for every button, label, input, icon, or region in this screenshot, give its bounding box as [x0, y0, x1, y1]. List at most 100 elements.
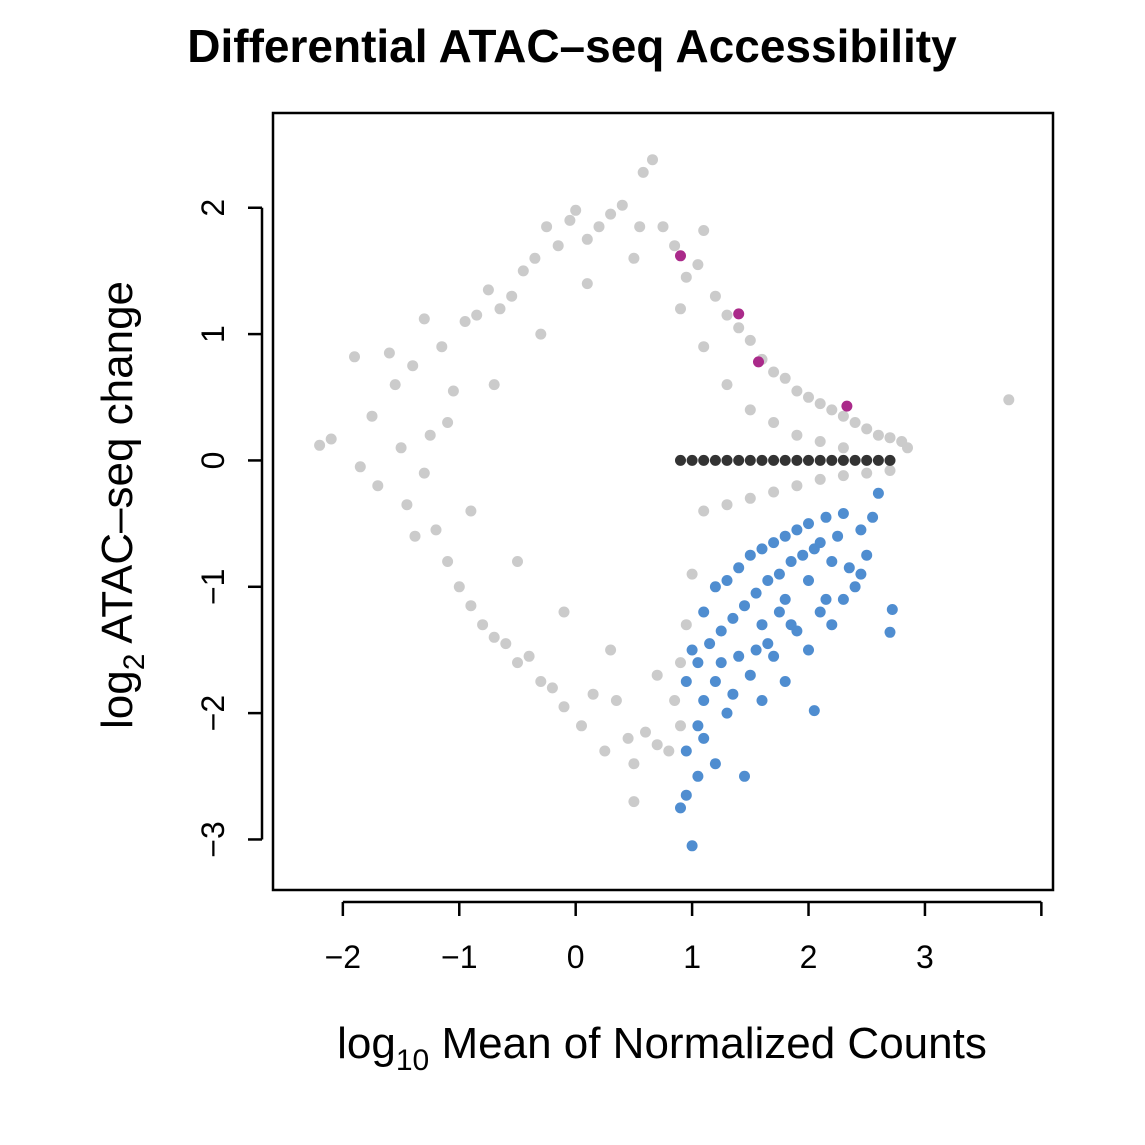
data-point	[657, 221, 669, 233]
data-point	[605, 208, 617, 220]
data-point	[669, 695, 681, 706]
x-tick-label: 2	[800, 939, 818, 975]
data-point	[820, 511, 832, 523]
data-point	[709, 290, 721, 302]
data-point	[837, 508, 849, 519]
data-point	[721, 575, 733, 586]
data-point	[692, 657, 704, 669]
data-point	[680, 619, 692, 631]
data-point	[581, 278, 593, 290]
data-point	[744, 549, 756, 561]
y-tick-label: −3	[195, 821, 231, 857]
data-point	[750, 644, 762, 656]
data-point	[884, 626, 896, 638]
data-point	[576, 720, 587, 732]
data-point	[727, 612, 739, 624]
data-point	[715, 657, 727, 669]
data-point	[820, 593, 832, 605]
data-point	[593, 221, 605, 233]
data-point	[680, 745, 692, 757]
data-point	[698, 454, 710, 466]
data-point	[791, 385, 803, 397]
data-point	[430, 524, 442, 536]
data-point	[756, 695, 768, 706]
data-point	[808, 705, 820, 717]
data-point	[762, 638, 774, 650]
data-point	[785, 619, 797, 631]
data-point	[680, 789, 692, 801]
data-point	[832, 530, 844, 542]
data-point	[814, 454, 826, 466]
data-point	[884, 432, 896, 444]
data-point	[651, 739, 663, 751]
data-point	[843, 562, 855, 574]
data-point	[733, 322, 745, 334]
data-point	[721, 499, 733, 511]
data-point	[314, 439, 326, 451]
data-point	[837, 442, 849, 454]
data-point	[803, 644, 814, 656]
y-tick-label: 1	[195, 325, 231, 343]
data-point	[837, 410, 849, 422]
data-point	[488, 631, 500, 643]
data-point	[803, 575, 814, 586]
data-point	[698, 606, 710, 618]
data-point	[698, 225, 710, 236]
data-point	[686, 568, 698, 580]
data-point	[733, 308, 745, 320]
data-point	[867, 511, 879, 523]
data-point	[849, 417, 861, 428]
data-point	[471, 309, 483, 321]
data-point	[861, 467, 873, 479]
data-point	[791, 524, 803, 536]
data-point	[535, 328, 547, 340]
data-point	[1003, 394, 1015, 406]
data-point	[535, 676, 547, 687]
x-tick-label: 1	[683, 939, 701, 975]
data-point	[750, 587, 762, 599]
data-point	[785, 556, 797, 567]
data-point	[861, 549, 873, 561]
data-point	[675, 720, 686, 732]
data-point	[651, 669, 663, 681]
data-point	[768, 366, 780, 378]
x-axis-label-prefix: log	[337, 1019, 396, 1068]
data-point	[779, 676, 791, 687]
data-point	[841, 400, 853, 412]
data-point	[727, 688, 739, 700]
y-axis-label-subscript: 2	[118, 654, 151, 671]
x-axis-label-subscript: 10	[396, 1044, 429, 1077]
x-axis-label-text: Mean of Normalized Counts	[429, 1019, 987, 1068]
data-point	[354, 461, 366, 473]
data-point	[837, 470, 849, 482]
data-point	[587, 688, 599, 700]
x-axis-label: log10 Mean of Normalized Counts	[337, 1019, 987, 1077]
data-point	[803, 518, 814, 530]
data-point	[797, 549, 809, 561]
data-point	[791, 480, 803, 492]
data-point	[637, 166, 649, 178]
data-point	[721, 309, 733, 321]
data-point	[675, 250, 686, 262]
plot-frame	[271, 111, 1055, 892]
data-point	[779, 530, 791, 542]
data-point	[512, 556, 523, 567]
data-point	[756, 454, 768, 466]
data-point	[523, 650, 535, 662]
y-axis-label-prefix: log	[93, 670, 142, 729]
data-point	[581, 233, 593, 245]
data-point	[558, 701, 570, 713]
data-point	[692, 720, 704, 732]
data-point	[709, 454, 721, 466]
data-point	[733, 562, 745, 574]
data-point	[622, 732, 634, 744]
data-point	[768, 454, 780, 466]
data-point	[663, 745, 675, 757]
data-point	[686, 454, 698, 466]
data-point	[680, 271, 692, 283]
data-point	[442, 417, 454, 428]
data-point	[616, 199, 628, 211]
data-point	[803, 454, 814, 466]
data-point	[675, 303, 686, 315]
data-point	[855, 568, 867, 580]
